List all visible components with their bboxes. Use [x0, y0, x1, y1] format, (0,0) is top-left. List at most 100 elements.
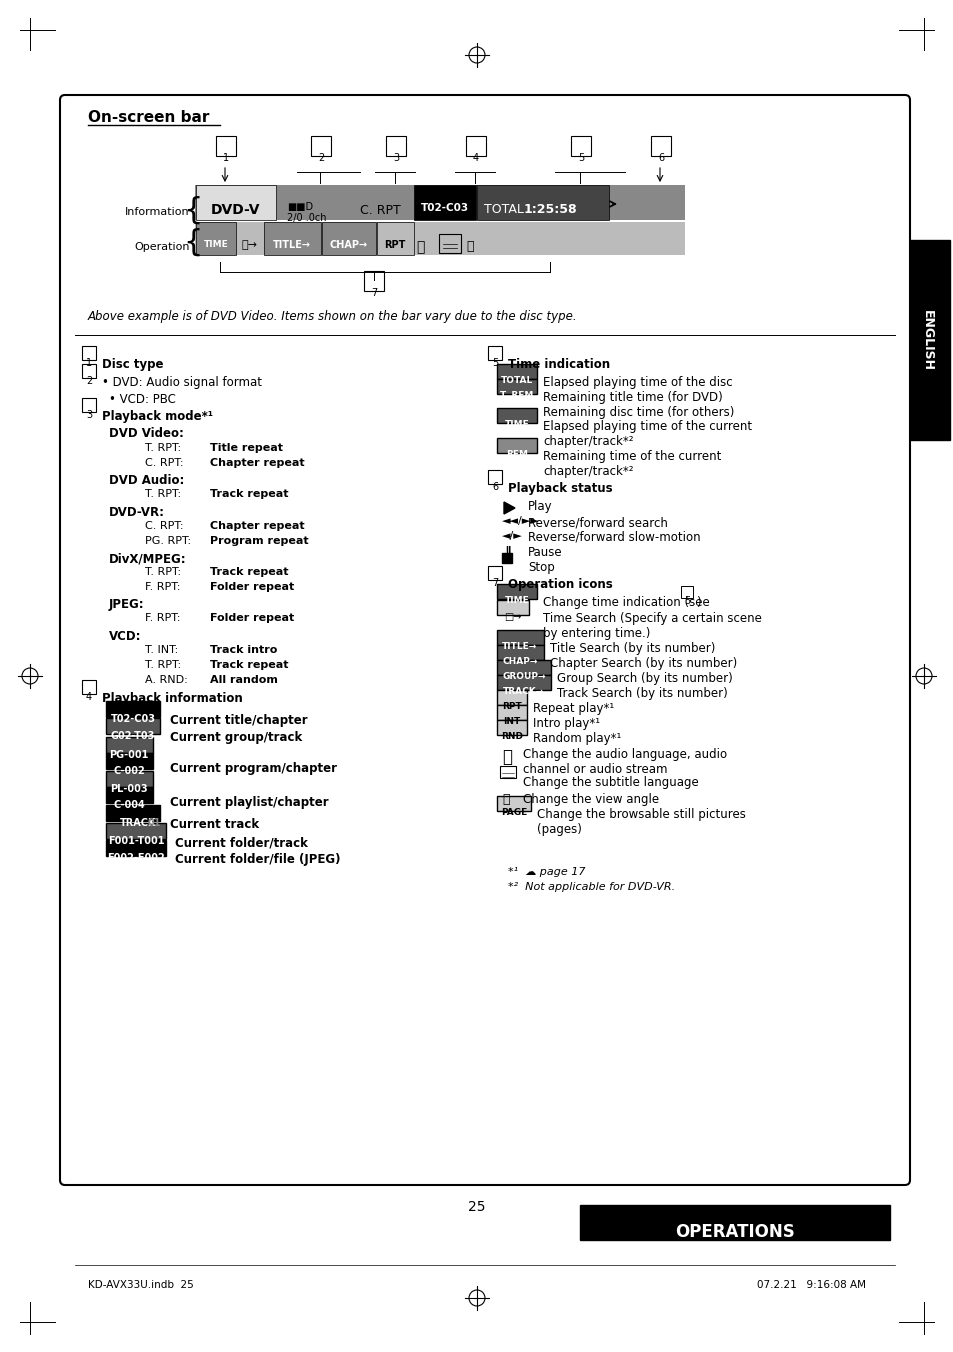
Text: GROUP→: GROUP→ [501, 672, 545, 681]
Text: {: { [183, 227, 202, 257]
Text: Track repeat: Track repeat [210, 489, 288, 499]
Text: A. RND:: A. RND: [145, 675, 188, 685]
FancyBboxPatch shape [488, 566, 501, 580]
Text: Elapsed playing time of the current: Elapsed playing time of the current [542, 420, 751, 433]
Text: by entering time.): by entering time.) [542, 627, 650, 639]
Text: T02-C03: T02-C03 [111, 714, 155, 725]
FancyBboxPatch shape [904, 241, 949, 439]
Text: Title Search (by its number): Title Search (by its number) [550, 642, 715, 654]
Text: Current group/track: Current group/track [170, 731, 302, 744]
FancyBboxPatch shape [82, 346, 96, 360]
FancyBboxPatch shape [497, 660, 551, 675]
Text: chapter/track*²: chapter/track*² [542, 435, 633, 448]
Text: C-002: C-002 [113, 767, 145, 776]
FancyBboxPatch shape [497, 600, 529, 615]
Text: REM: REM [505, 450, 527, 458]
FancyBboxPatch shape [322, 222, 375, 256]
FancyBboxPatch shape [106, 840, 166, 856]
Text: ⦿: ⦿ [501, 748, 512, 767]
Text: □→: □→ [504, 612, 521, 622]
Text: Remaining time of the current: Remaining time of the current [542, 450, 720, 462]
Text: Time indication: Time indication [507, 358, 610, 370]
Text: Reverse/forward search: Reverse/forward search [527, 516, 667, 529]
Text: Change time indication (see: Change time indication (see [542, 596, 713, 608]
Text: Track intro: Track intro [210, 645, 277, 654]
FancyBboxPatch shape [194, 222, 684, 256]
Text: 4: 4 [473, 153, 478, 164]
Text: ◄/►: ◄/► [501, 531, 522, 541]
Text: ⦿: ⦿ [416, 241, 424, 254]
Text: JPEG:: JPEG: [109, 598, 145, 611]
Text: PG. RPT:: PG. RPT: [145, 535, 191, 546]
Text: TOTAL: TOTAL [500, 376, 533, 385]
FancyBboxPatch shape [650, 137, 670, 155]
Text: 3: 3 [86, 410, 92, 420]
Text: RPT: RPT [384, 241, 405, 250]
FancyBboxPatch shape [106, 787, 152, 803]
Text: Chapter Search (by its number): Chapter Search (by its number) [550, 657, 737, 671]
Text: *¹  ☁ page 17: *¹ ☁ page 17 [507, 867, 585, 877]
Text: KD-AVX33U.indb  25: KD-AVX33U.indb 25 [88, 1280, 193, 1290]
Text: Track repeat: Track repeat [210, 566, 288, 577]
Text: C. RPT:: C. RPT: [145, 458, 183, 468]
FancyBboxPatch shape [680, 585, 692, 598]
Text: TITLE→: TITLE→ [273, 241, 311, 250]
Text: 6: 6 [658, 153, 663, 164]
FancyBboxPatch shape [106, 804, 160, 821]
Text: RPT: RPT [501, 702, 521, 711]
Text: ⛹: ⛹ [501, 794, 509, 806]
Text: Program repeat: Program repeat [210, 535, 309, 546]
Text: Chapter repeat: Chapter repeat [210, 521, 304, 531]
Text: 01: 01 [148, 818, 161, 827]
Text: Playback information: Playback information [102, 692, 242, 704]
Text: Remaining disc time (for others): Remaining disc time (for others) [542, 406, 734, 419]
FancyBboxPatch shape [364, 270, 384, 291]
Text: T. INT:: T. INT: [145, 645, 178, 654]
Text: 7: 7 [492, 579, 497, 588]
Text: T. REM: T. REM [499, 391, 533, 400]
Text: Operation: Operation [134, 242, 190, 251]
Text: Current folder/track: Current folder/track [174, 836, 308, 849]
Text: DVD-VR:: DVD-VR: [109, 506, 165, 519]
Text: Chapter repeat: Chapter repeat [210, 458, 304, 468]
FancyBboxPatch shape [215, 137, 235, 155]
FancyBboxPatch shape [264, 222, 320, 256]
Text: DivX/MPEG:: DivX/MPEG: [109, 552, 187, 565]
Text: TRACK: TRACK [120, 818, 156, 827]
Text: {: { [183, 196, 202, 224]
Text: Stop: Stop [527, 561, 554, 575]
FancyBboxPatch shape [501, 553, 512, 562]
FancyBboxPatch shape [497, 645, 543, 660]
Text: PL-003: PL-003 [111, 784, 148, 794]
Text: Change the subtitle language: Change the subtitle language [522, 776, 698, 790]
Text: ‖: ‖ [503, 546, 511, 560]
Text: PG-001: PG-001 [110, 750, 149, 760]
Text: Disc type: Disc type [102, 358, 163, 370]
Text: ■■D: ■■D [287, 201, 313, 212]
Text: DVD Audio:: DVD Audio: [109, 475, 184, 487]
Text: Track Search (by its number): Track Search (by its number) [557, 687, 727, 700]
Polygon shape [503, 502, 515, 514]
Text: 1:25:58: 1:25:58 [523, 203, 577, 216]
Text: On-screen bar: On-screen bar [88, 110, 209, 124]
Text: ): ) [696, 596, 700, 608]
Text: Current title/chapter: Current title/chapter [170, 714, 307, 727]
FancyBboxPatch shape [488, 470, 501, 484]
FancyBboxPatch shape [195, 222, 235, 256]
Text: T. RPT:: T. RPT: [145, 443, 181, 453]
FancyBboxPatch shape [497, 630, 543, 645]
Text: Current program/chapter: Current program/chapter [170, 763, 336, 775]
Text: Change the view angle: Change the view angle [522, 794, 659, 806]
FancyBboxPatch shape [82, 680, 96, 694]
Text: 07.2.21   9:16:08 AM: 07.2.21 9:16:08 AM [757, 1280, 865, 1290]
FancyBboxPatch shape [82, 397, 96, 412]
FancyBboxPatch shape [82, 364, 96, 379]
Text: TIME: TIME [504, 596, 529, 604]
Text: (pages): (pages) [537, 823, 581, 836]
FancyBboxPatch shape [106, 700, 160, 717]
Text: 4: 4 [86, 692, 92, 702]
Text: DVD-V: DVD-V [211, 203, 260, 218]
Text: Information: Information [125, 207, 190, 218]
Text: RND: RND [500, 731, 522, 741]
FancyBboxPatch shape [60, 95, 909, 1184]
